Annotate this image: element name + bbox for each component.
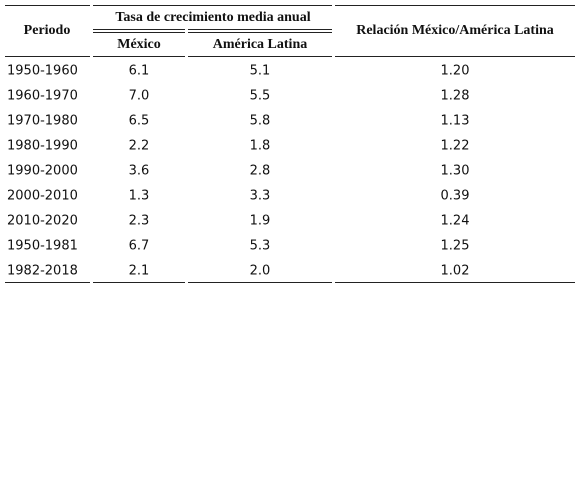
table-cell: 2010-2020 — [7, 214, 78, 229]
table-cell: 1.30 — [441, 164, 470, 179]
table-cell: 1.20 — [441, 64, 470, 79]
header-cell: Periodo — [24, 23, 71, 38]
table-cell: 1.22 — [441, 139, 470, 154]
header-cell: Relación México/América Latina — [356, 23, 554, 38]
table-cell: 1980-1990 — [7, 139, 78, 154]
header-cell: Tasa de crecimiento media anual — [115, 10, 310, 25]
table-cell: 5.8 — [250, 114, 271, 129]
table-cell: 1960-1970 — [7, 89, 78, 104]
table-body: 1950-1960 6.1 5.1 1.20 1960-1970 7.0 5.5 1.28 19… — [7, 64, 469, 279]
table-cell: 6.1 — [129, 64, 150, 79]
rules — [5, 5, 575, 283]
table-cell: 6.7 — [129, 239, 150, 254]
table-cell: 5.3 — [250, 239, 271, 254]
table-cell: 1950-1981 — [7, 239, 78, 254]
table-cell: 1.02 — [441, 264, 470, 279]
table-cell: 1.24 — [441, 214, 470, 229]
table-cell: 1.9 — [250, 214, 271, 229]
table-cell: 7.0 — [129, 89, 150, 104]
table-cell: 1990-2000 — [7, 164, 78, 179]
table-cell: 2.1 — [129, 264, 150, 279]
table-cell: 3.3 — [250, 189, 271, 204]
table-cell: 2000-2010 — [7, 189, 78, 204]
table-cell: 1.8 — [250, 139, 271, 154]
table-cell: 3.6 — [129, 164, 150, 179]
table-cell: 5.1 — [250, 64, 271, 79]
table-cell: 2.2 — [129, 139, 150, 154]
header-cell: México — [117, 37, 161, 52]
table-cell: 1.28 — [441, 89, 470, 104]
table-cell: 1950-1960 — [7, 64, 78, 79]
table-cell: 1.25 — [441, 239, 470, 254]
table-cell: 2.0 — [250, 264, 271, 279]
header-cell: América Latina — [213, 37, 307, 52]
table-cell: 2.8 — [250, 164, 271, 179]
table-cell: 1982-2018 — [7, 264, 78, 279]
table-cell: 6.5 — [129, 114, 150, 129]
table-cell: 5.5 — [250, 89, 271, 104]
table-cell: 1970-1980 — [7, 114, 78, 129]
table-cell: 1.13 — [441, 114, 470, 129]
table-cell: 0.39 — [441, 189, 470, 204]
table-cell: 1.3 — [129, 189, 150, 204]
table-cell: 2.3 — [129, 214, 150, 229]
